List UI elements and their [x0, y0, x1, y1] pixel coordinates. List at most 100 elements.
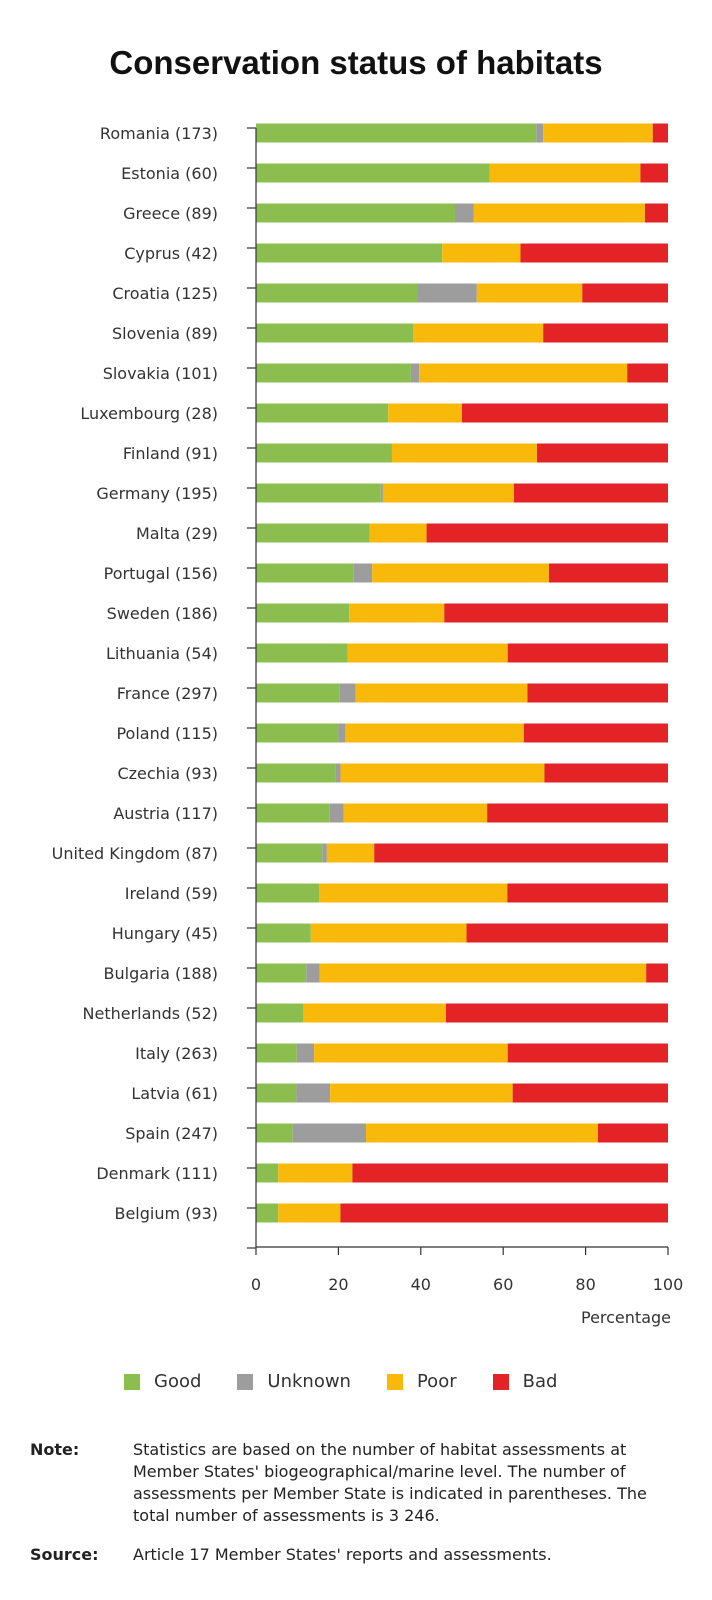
bar-unknown-25	[292, 1123, 367, 1143]
bar-bad-21	[646, 963, 668, 983]
bar-bad-25	[597, 1123, 668, 1143]
bar-poor-20	[310, 923, 467, 943]
bar-good-18	[256, 843, 323, 863]
category-label: Greece (89)	[123, 204, 218, 223]
x-axis-title: Percentage	[581, 1308, 671, 1327]
bar-poor-12	[349, 603, 445, 623]
bar-poor-0	[543, 123, 653, 143]
category-label: Netherlands (52)	[83, 1004, 218, 1023]
category-label: United Kingdom (87)	[52, 844, 218, 863]
x-tick-label: 80	[575, 1275, 595, 1294]
bar-good-8	[256, 443, 392, 463]
bar-poor-21	[319, 963, 647, 983]
bar-bad-14	[527, 683, 668, 703]
bar-good-9	[256, 483, 381, 503]
bar-bad-15	[523, 723, 668, 743]
bar-unknown-15	[338, 723, 346, 743]
legend-swatch-bad	[492, 1373, 509, 1390]
bar-good-0	[256, 123, 537, 143]
bar-good-19	[256, 883, 320, 903]
bar-good-5	[256, 323, 414, 343]
bar-bad-7	[462, 403, 668, 423]
bar-good-13	[256, 643, 348, 663]
legend: Good Unknown Poor Bad	[124, 1371, 593, 1392]
category-label: Czechia (93)	[117, 764, 218, 783]
category-label: Luxembourg (28)	[80, 404, 218, 423]
bar-poor-24	[330, 1083, 513, 1103]
note-label: Note:	[30, 1440, 80, 1459]
category-label: Slovakia (101)	[103, 364, 218, 383]
bar-poor-8	[391, 443, 537, 463]
x-tick-label: 100	[653, 1275, 684, 1294]
bar-poor-13	[347, 643, 508, 663]
category-label: Latvia (61)	[131, 1084, 218, 1103]
bar-good-16	[256, 763, 336, 783]
bar-good-17	[256, 803, 330, 823]
bar-bad-18	[374, 843, 668, 863]
category-label: Finland (91)	[123, 444, 218, 463]
bar-unknown-16	[335, 763, 341, 783]
bar-bad-8	[536, 443, 668, 463]
bar-poor-2	[473, 203, 645, 223]
category-label: Bulgaria (188)	[104, 964, 218, 983]
bar-bad-26	[352, 1163, 668, 1183]
bar-poor-15	[345, 723, 524, 743]
bar-unknown-2	[454, 203, 474, 223]
bar-bad-2	[644, 203, 668, 223]
legend-swatch-unknown	[237, 1373, 254, 1390]
chart-title: Conservation status of habitats	[109, 44, 603, 81]
category-label: Italy (263)	[135, 1044, 218, 1063]
bar-bad-16	[544, 763, 668, 783]
bar-good-23	[256, 1043, 297, 1063]
bar-bad-17	[487, 803, 668, 823]
bar-poor-1	[489, 163, 641, 183]
stacked-bar-chart: Romania (173) Estonia (60) Greece (89) Cypr…	[52, 123, 684, 1327]
bar-poor-9	[382, 483, 514, 503]
bar-bad-22	[445, 1003, 668, 1023]
source-label: Source:	[30, 1545, 99, 1564]
category-label: Spain (247)	[125, 1124, 218, 1143]
bar-poor-26	[278, 1163, 353, 1183]
bar-good-24	[256, 1083, 297, 1103]
bar-bad-20	[466, 923, 668, 943]
bar-bad-9	[513, 483, 668, 503]
category-label: Sweden (186)	[107, 604, 218, 623]
bar-poor-10	[369, 523, 427, 543]
category-label: Slovenia (89)	[112, 324, 218, 343]
bar-good-10	[256, 523, 370, 543]
bar-poor-16	[340, 763, 545, 783]
x-tick-label: 0	[251, 1275, 261, 1294]
bar-unknown-23	[296, 1043, 315, 1063]
bar-poor-25	[366, 1123, 598, 1143]
legend-label-bad: Bad	[522, 1371, 558, 1392]
category-label: France (297)	[117, 684, 218, 703]
bar-unknown-14	[339, 683, 356, 703]
bar-bad-3	[520, 243, 668, 263]
bar-bad-19	[507, 883, 668, 903]
bar-unknown-21	[306, 963, 320, 983]
legend-item-bad: Bad	[492, 1371, 558, 1392]
bar-poor-17	[343, 803, 488, 823]
x-tick-label: 20	[328, 1275, 348, 1294]
source-text: Article 17 Member States' reports and as…	[133, 1545, 552, 1564]
bar-good-14	[256, 683, 340, 703]
bar-good-21	[256, 963, 307, 983]
bar-poor-27	[278, 1203, 341, 1223]
category-label: Romania (173)	[100, 124, 218, 143]
bar-unknown-18	[322, 843, 327, 863]
legend-label-poor: Poor	[416, 1371, 457, 1392]
category-label: Austria (117)	[113, 804, 218, 823]
category-label: Denmark (111)	[96, 1164, 218, 1183]
bar-unknown-0	[536, 123, 544, 143]
bar-bad-11	[548, 563, 668, 583]
bar-good-27	[256, 1203, 279, 1223]
bar-good-1	[256, 163, 490, 183]
category-label: Ireland (59)	[125, 884, 218, 903]
bar-good-26	[256, 1163, 279, 1183]
bar-good-11	[256, 563, 354, 583]
category-label: Germany (195)	[96, 484, 218, 503]
category-label: Belgium (93)	[114, 1204, 218, 1223]
bar-good-22	[256, 1003, 304, 1023]
bar-bad-1	[640, 163, 668, 183]
bar-good-20	[256, 923, 311, 943]
